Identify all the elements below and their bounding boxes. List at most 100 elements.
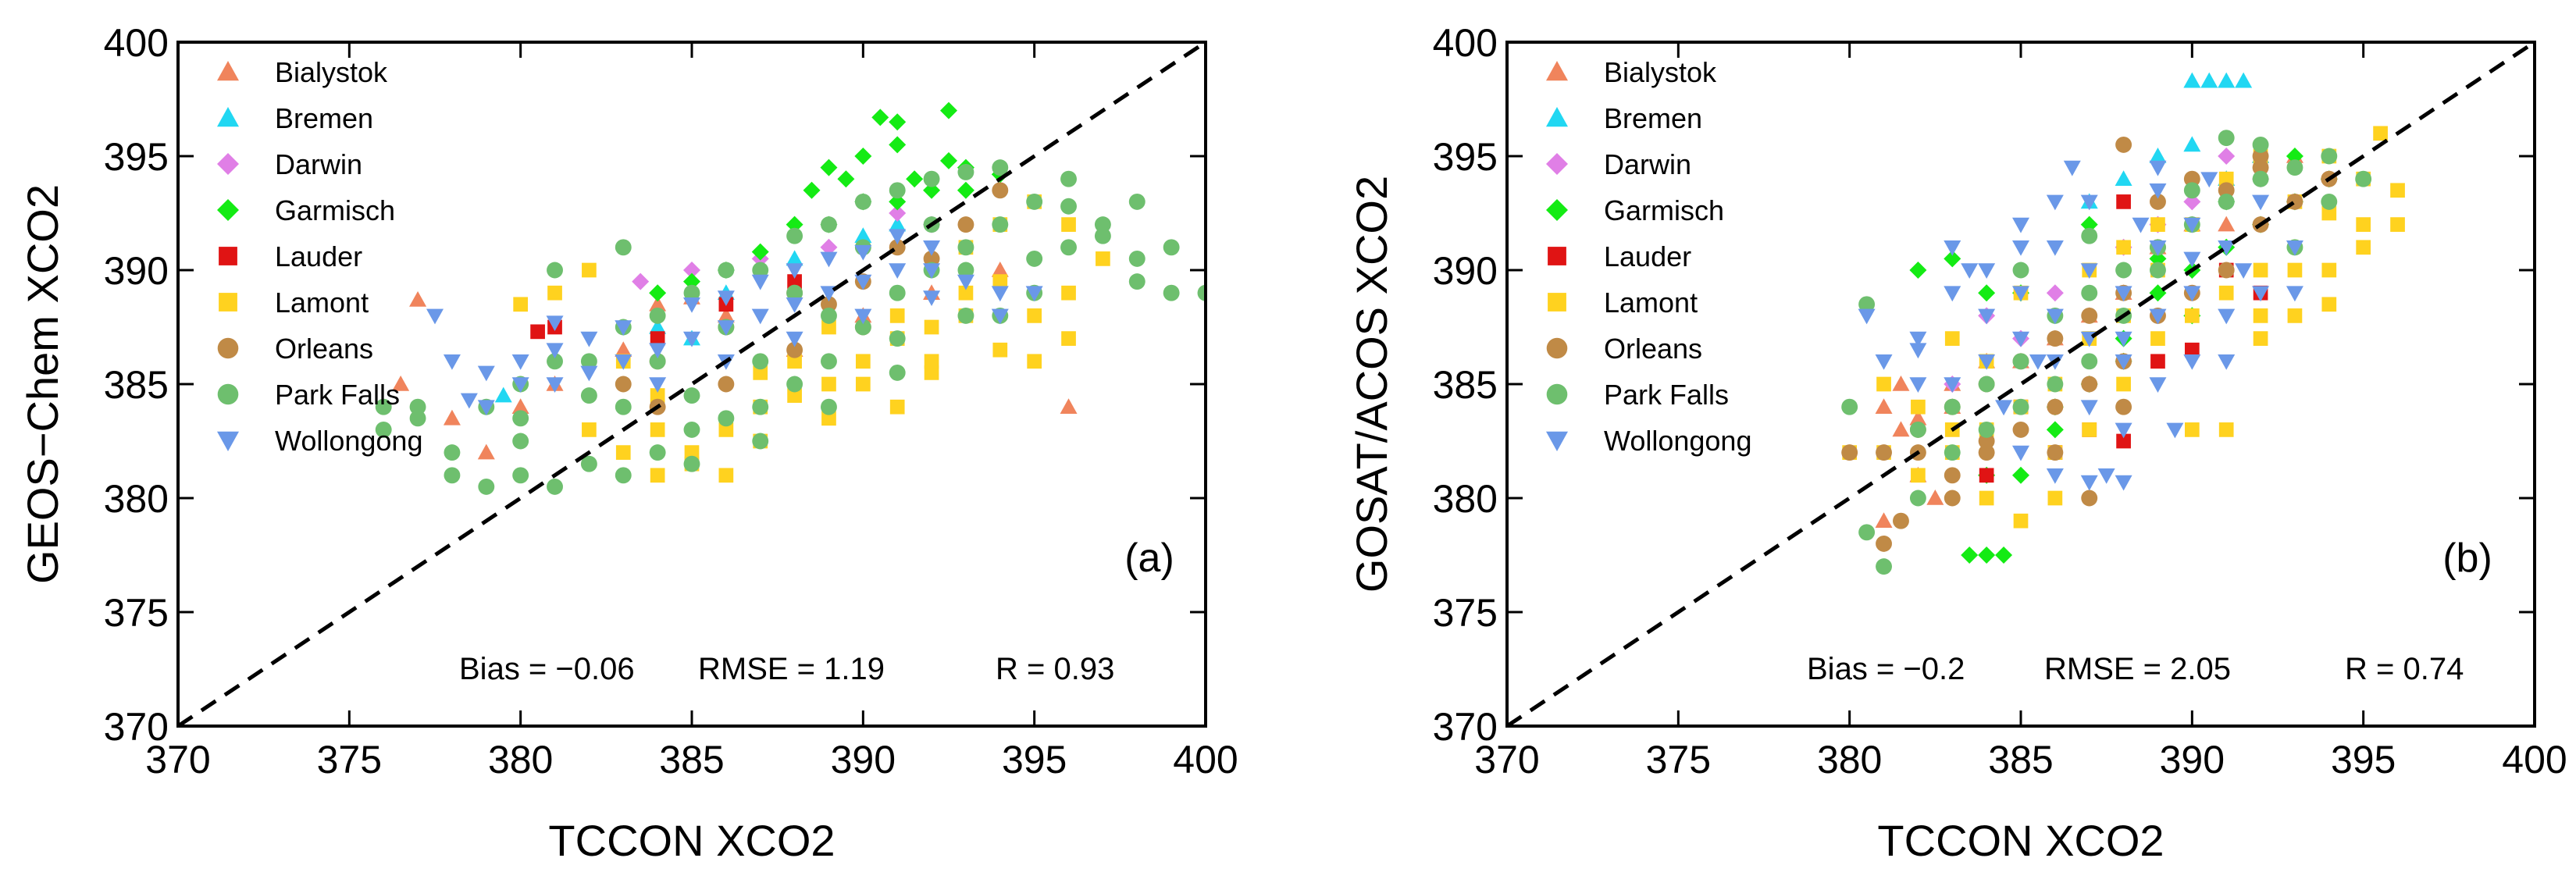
- point-lamont: [2356, 217, 2371, 232]
- point-orleans: [2012, 421, 2029, 438]
- point-bremen: [2183, 72, 2201, 88]
- point-park-falls: [478, 478, 495, 495]
- point-wollongong: [460, 393, 478, 409]
- point-orleans: [1876, 535, 1892, 552]
- point-lamont: [547, 285, 562, 301]
- point-garmisch: [889, 136, 907, 154]
- point-park-falls: [992, 216, 1009, 233]
- point-orleans: [2047, 444, 2064, 461]
- point-wollongong: [2080, 194, 2098, 211]
- point-park-falls: [1128, 273, 1145, 290]
- point-orleans: [957, 216, 974, 233]
- point-orleans: [2081, 376, 2098, 393]
- legend-marker-lamont: [1548, 293, 1566, 312]
- y-tick-label: 400: [1433, 21, 1498, 65]
- point-wollongong: [2046, 240, 2064, 256]
- point-bialystok: [392, 376, 410, 391]
- point-orleans: [1893, 512, 1909, 529]
- panel-label-a: (a): [1124, 536, 1174, 581]
- legend-marker-wollongong: [1546, 431, 1568, 451]
- point-bialystok: [1926, 490, 1944, 505]
- point-bialystok: [1060, 398, 1078, 414]
- point-bialystok: [1875, 398, 1893, 414]
- legend-label-park-falls: Park Falls: [275, 379, 400, 411]
- point-orleans: [821, 296, 837, 313]
- point-park-falls: [512, 410, 529, 427]
- point-lamont: [2218, 422, 2234, 437]
- point-park-falls: [821, 353, 837, 370]
- point-lamont: [889, 308, 905, 323]
- point-park-falls: [2047, 376, 2064, 393]
- point-wollongong: [2097, 468, 2115, 484]
- point-lamont: [1876, 376, 1891, 392]
- scatter-points-b: [1841, 72, 2405, 575]
- point-orleans: [2252, 159, 2269, 176]
- point-park-falls: [409, 398, 426, 415]
- point-wollongong: [615, 354, 632, 370]
- one-to-one-line-b: [1505, 40, 2536, 728]
- point-wollongong: [615, 320, 632, 336]
- point-bialystok: [443, 409, 461, 425]
- legend-marker-bialystok: [217, 61, 239, 81]
- point-bremen: [854, 227, 872, 243]
- point-wollongong: [1978, 263, 1996, 279]
- point-lamont: [2390, 217, 2405, 232]
- point-park-falls: [1163, 284, 1180, 301]
- x-tick-label: 375: [1646, 738, 1711, 782]
- point-lamont: [2218, 171, 2234, 187]
- point-park-falls: [2081, 284, 2098, 301]
- point-orleans: [2252, 148, 2269, 165]
- point-garmisch: [923, 181, 941, 199]
- point-bialystok: [1875, 512, 1893, 528]
- point-lamont: [2184, 308, 2200, 323]
- stat-bias-b: Bias = −0.2: [1807, 652, 1965, 686]
- point-orleans: [2081, 307, 2098, 324]
- point-park-falls: [547, 353, 563, 370]
- point-garmisch: [751, 243, 769, 261]
- stat-rmse-a: RMSE = 1.19: [698, 652, 885, 686]
- point-darwin: [889, 205, 907, 222]
- point-garmisch: [786, 215, 803, 233]
- point-orleans: [1841, 444, 1858, 461]
- point-wollongong: [511, 377, 529, 393]
- point-lamont: [2150, 217, 2165, 232]
- point-park-falls: [718, 262, 735, 279]
- point-garmisch: [820, 158, 838, 176]
- point-garmisch: [803, 181, 821, 199]
- point-park-falls: [1128, 193, 1145, 210]
- point-garmisch: [2046, 421, 2064, 439]
- point-lamont: [855, 354, 871, 369]
- legend-marker-wollongong: [217, 431, 239, 451]
- point-park-falls: [889, 364, 906, 381]
- point-lamont: [924, 365, 939, 380]
- point-garmisch: [940, 151, 957, 169]
- point-park-falls: [649, 444, 666, 461]
- legend-label-orleans: Orleans: [275, 333, 373, 365]
- point-lamont: [2321, 205, 2337, 221]
- legend-marker-orleans: [217, 337, 239, 359]
- point-lamont: [2218, 285, 2234, 301]
- point-park-falls: [2012, 398, 2029, 415]
- point-wollongong: [2046, 194, 2064, 211]
- point-park-falls: [923, 170, 940, 187]
- point-orleans: [2115, 398, 2132, 415]
- point-darwin: [632, 272, 650, 290]
- point-park-falls: [1094, 216, 1111, 233]
- point-garmisch: [837, 170, 855, 188]
- legend-a: Bialystok Bremen Darwin Garmisch Lauder Lamon…: [217, 56, 422, 457]
- stat-r-a: R = 0.93: [996, 652, 1114, 686]
- point-lamont: [2047, 490, 2063, 506]
- point-lamont: [615, 445, 631, 460]
- point-wollongong: [2286, 240, 2303, 256]
- point-garmisch: [889, 193, 907, 211]
- point-park-falls: [580, 455, 597, 472]
- point-park-falls: [444, 467, 461, 484]
- point-lamont: [889, 399, 905, 415]
- point-orleans: [2150, 193, 2166, 210]
- x-tick-label: 400: [1173, 738, 1238, 782]
- point-wollongong: [2183, 354, 2201, 370]
- legend-marker-lauder: [1548, 247, 1566, 265]
- scatter-points-a: [375, 101, 1206, 495]
- point-park-falls: [1094, 227, 1111, 244]
- point-park-falls: [649, 307, 666, 324]
